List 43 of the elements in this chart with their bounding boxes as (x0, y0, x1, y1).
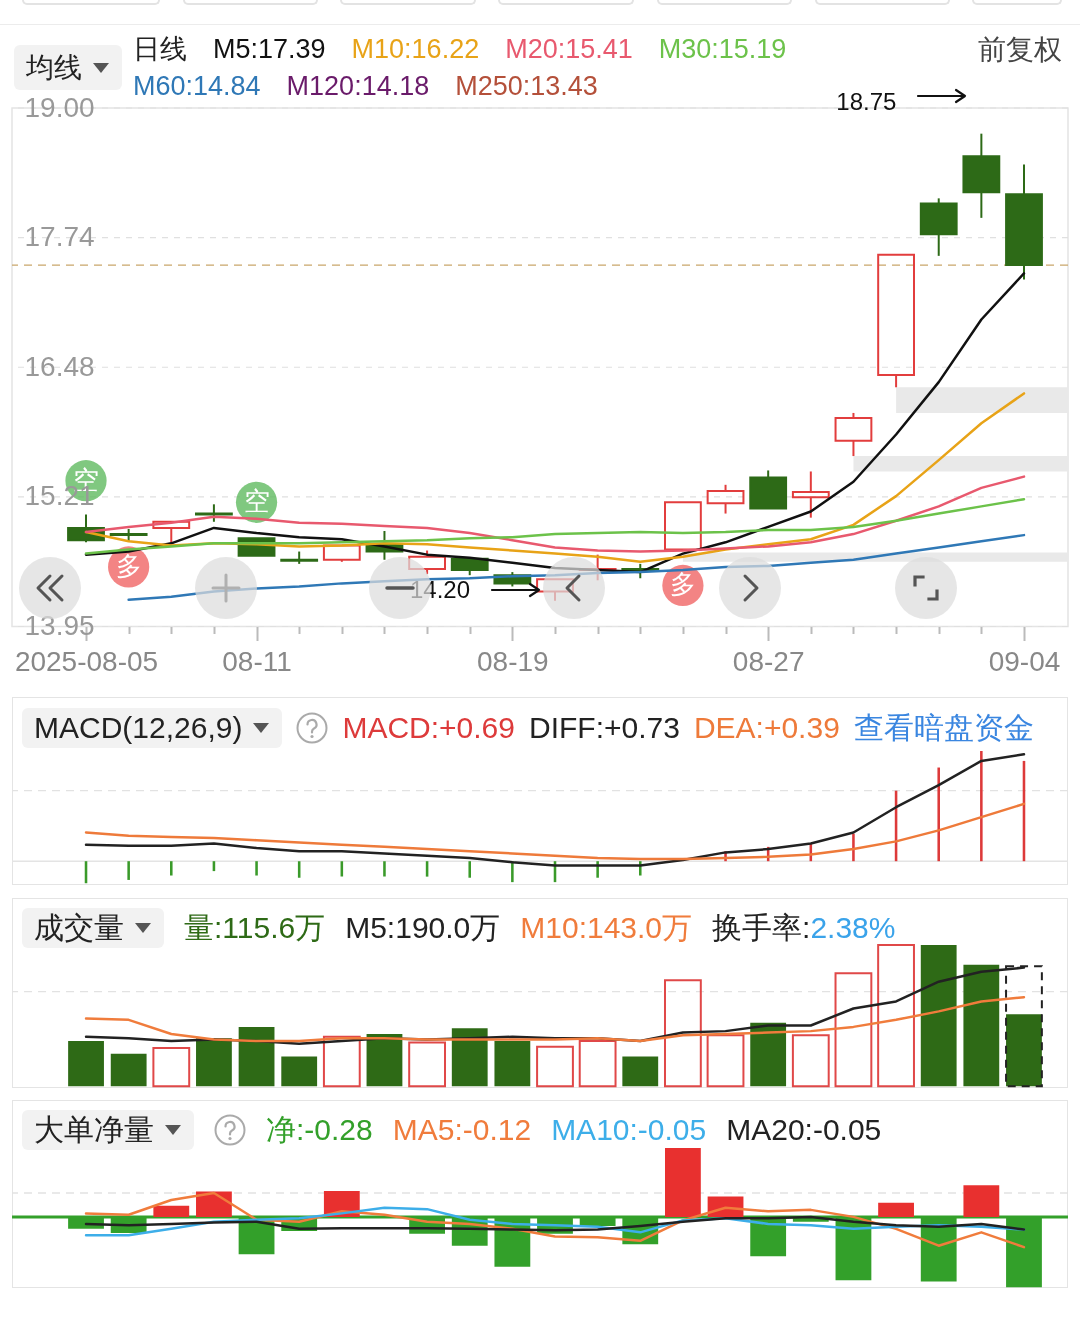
series-label: 空 (243, 486, 270, 517)
text: 多 (669, 569, 696, 600)
chart-title: 均线 (26, 50, 82, 85)
chart-title: 成交量 (34, 909, 124, 946)
chart-subtitle: 日线 (133, 33, 187, 66)
text: 查看暗盘资金 (853, 709, 1034, 746)
x-tick-label: 2025-08-05 (14, 646, 159, 677)
chart-title: 大单净量 (34, 1111, 154, 1148)
annotation: 14.20 (409, 575, 470, 604)
text: M60:14.84 (133, 70, 261, 103)
x-tick-label: 08-11 (222, 646, 292, 677)
text: 量:115.6万 (184, 909, 326, 946)
legend-label: M120:14.18 (286, 70, 430, 103)
dropdown-button: 大单净量 (22, 1110, 194, 1150)
y-tick-label: 16.48 (24, 350, 95, 382)
text: M30:15.19 (658, 33, 787, 66)
dropdown-button: 均线 (14, 45, 122, 90)
dropdown-button: MACD(12,26,9) (22, 708, 283, 748)
text: MA5:-0.12 (392, 1113, 532, 1147)
text: M5:190.0万 (345, 909, 501, 946)
text: MA20:-0.05 (726, 1113, 882, 1147)
x-tick-label: 08-19 (477, 646, 549, 677)
text: MACD:+0.69 (342, 711, 515, 745)
text: 净:-0.28 (266, 1111, 373, 1148)
x-tick-label: 08-27 (732, 646, 805, 677)
text: 换手率:2.38% (712, 910, 896, 944)
text: MA10:-0.05 (551, 1113, 707, 1147)
text: DEA:+0.39 (693, 711, 840, 745)
text: DIFF:+0.73 (528, 711, 680, 745)
chart-title: MACD(12,26,9) (34, 711, 243, 745)
x-tick-label: 09-04 (988, 646, 1061, 677)
y-tick-label: 19.00 (24, 91, 95, 123)
text: M20:15.41 (505, 33, 633, 66)
series-label: 多 (115, 550, 142, 581)
text: M10:16.22 (351, 33, 480, 66)
text: M10:143.0万 (520, 909, 693, 946)
y-tick-label: 17.74 (24, 221, 95, 253)
annotation: 18.75 (836, 87, 897, 116)
legend-label: M250:13.43 (455, 70, 598, 103)
y-tick-label: 13.95 (24, 610, 95, 641)
text: 前复权 (978, 33, 1062, 67)
text: M5:17.39 (213, 33, 326, 66)
dropdown-button: 成交量 (22, 908, 164, 948)
